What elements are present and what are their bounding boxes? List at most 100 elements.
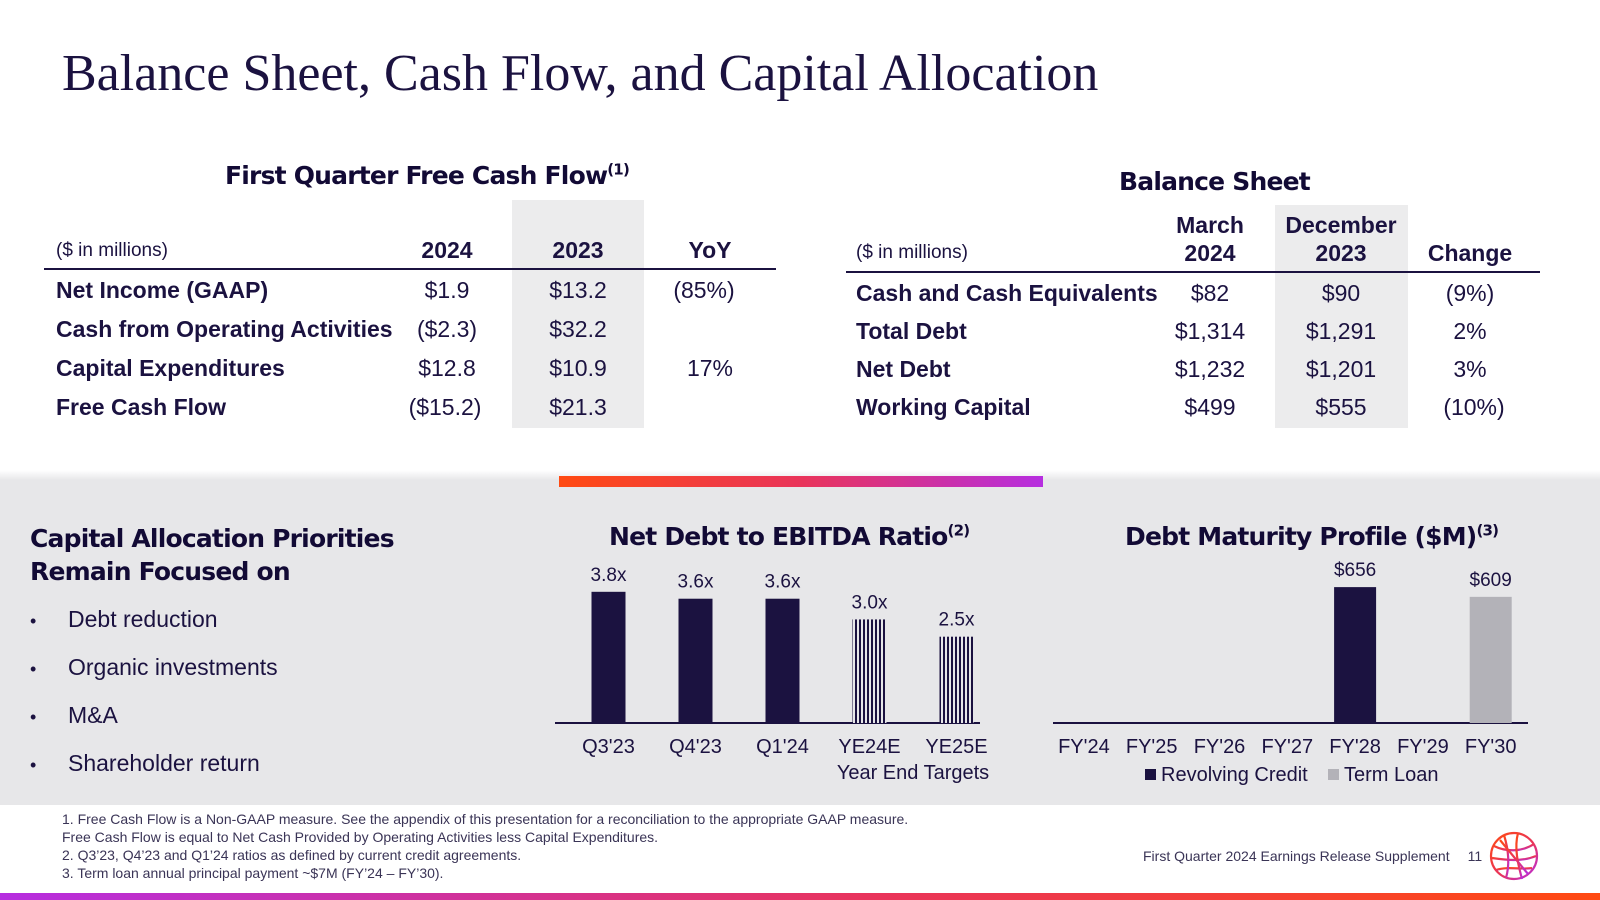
balance-row-label: Net Debt bbox=[856, 356, 951, 382]
maturity-chart-title: Debt Maturity Profile ($M)(3) bbox=[1125, 522, 1499, 551]
fcf-cell: $1.9 bbox=[424, 277, 470, 303]
accent-bar bbox=[559, 476, 1043, 487]
maturity-tick-label: FY'27 bbox=[1261, 736, 1313, 758]
balance-cell: $499 bbox=[1184, 394, 1236, 420]
balance-row-label: Cash and Cash Equivalents bbox=[856, 280, 1158, 306]
bottom-panel bbox=[0, 480, 1600, 805]
priority-item: • Debt reduction bbox=[30, 606, 218, 633]
page-title: Balance Sheet, Cash Flow, and Capital Al… bbox=[62, 45, 1099, 102]
ratio-data-label: 3.0x bbox=[852, 592, 888, 613]
fcf-cell: ($15.2) bbox=[408, 394, 482, 420]
priority-text: M&A bbox=[68, 702, 118, 728]
priority-text: Organic investments bbox=[68, 654, 278, 680]
fcf-col-yoy: YoY bbox=[688, 237, 732, 263]
bullet-glyph: • bbox=[30, 611, 37, 631]
footer: First Quarter 2024 Earnings Release Supp… bbox=[1143, 848, 1482, 864]
ratio-data-label: 3.8x bbox=[591, 565, 627, 586]
ratio-chart-title-text: Net Debt to EBITDA Ratio bbox=[609, 522, 948, 551]
ratio-tick-label: YE24E bbox=[838, 736, 900, 758]
balance-cell: $1,314 bbox=[1174, 318, 1246, 344]
priority-item: • Shareholder return bbox=[30, 750, 260, 777]
ratio-bar bbox=[678, 598, 713, 723]
balance-row-label: Total Debt bbox=[856, 318, 967, 344]
fcf-cell: $21.3 bbox=[549, 394, 607, 420]
maturity-tick-label: FY'28 bbox=[1329, 736, 1381, 758]
balance-row-label: Working Capital bbox=[856, 394, 1031, 420]
balance-cell: 3% bbox=[1453, 356, 1487, 382]
maturity-tick-label: FY'24 bbox=[1058, 736, 1110, 758]
fcf-cell: ($2.3) bbox=[416, 316, 478, 342]
ratio-data-label: 3.6x bbox=[678, 572, 714, 593]
balance-cell: $1,291 bbox=[1305, 318, 1377, 344]
legend-label: Term Loan bbox=[1344, 764, 1439, 786]
footnote: Free Cash Flow is equal to Net Cash Prov… bbox=[62, 829, 659, 845]
fcf-col-2024: 2024 bbox=[421, 237, 473, 263]
priority-item: • Organic investments bbox=[30, 654, 278, 681]
balance-col-december-line2: 2023 bbox=[1315, 240, 1367, 266]
fcf-heading-footnote: (1) bbox=[607, 160, 630, 179]
maturity-tick-label: FY'26 bbox=[1194, 736, 1246, 758]
balance-cell: $1,232 bbox=[1174, 356, 1246, 382]
priority-text: Debt reduction bbox=[68, 606, 218, 632]
balance-dec-shade bbox=[1275, 205, 1408, 428]
balance-col-december: December 2023 bbox=[1281, 211, 1401, 267]
ratio-chart-title-footnote: (2) bbox=[947, 521, 971, 540]
legend-swatch bbox=[1145, 769, 1156, 780]
balance-cell: (9%) bbox=[1445, 280, 1495, 306]
balance-col-march-line2: 2024 bbox=[1184, 240, 1236, 266]
footnote: 1. Free Cash Flow is a Non-GAAP measure.… bbox=[62, 811, 909, 827]
ratio-tick-label: Q4'23 bbox=[669, 736, 722, 758]
balance-cell: $555 bbox=[1315, 394, 1367, 420]
balance-col-change: Change bbox=[1410, 211, 1530, 267]
footnote: 3. Term loan annual principal payment ~$… bbox=[62, 865, 444, 881]
ratio-bar bbox=[852, 619, 887, 723]
maturity-data-label: $656 bbox=[1334, 560, 1376, 581]
fcf-cell: 17% bbox=[686, 355, 734, 381]
fcf-cell: $10.9 bbox=[549, 355, 607, 381]
bullet-glyph: • bbox=[30, 659, 37, 679]
fcf-heading: First Quarter Free Cash Flow(1) bbox=[225, 160, 630, 190]
balance-cell: 2% bbox=[1453, 318, 1487, 344]
ratio-data-label: 2.5x bbox=[939, 610, 975, 631]
balance-cell: $90 bbox=[1321, 280, 1361, 306]
maturity-tick-label: FY'25 bbox=[1126, 736, 1178, 758]
band-shadow bbox=[0, 470, 1600, 480]
brand-logo-icon bbox=[1489, 831, 1539, 881]
fcf-cell: $13.2 bbox=[549, 277, 607, 303]
fcf-col-2023: 2023 bbox=[552, 237, 604, 263]
maturity-bar bbox=[1469, 596, 1512, 723]
maturity-data-label: $609 bbox=[1470, 570, 1512, 591]
balance-header-rule bbox=[846, 271, 1540, 273]
bullet-glyph: • bbox=[30, 755, 37, 775]
balance-cell: $82 bbox=[1190, 280, 1230, 306]
fcf-2023-shade bbox=[512, 200, 644, 428]
page-number: 11 bbox=[1467, 848, 1483, 864]
ratio-group-label: Year End Targets bbox=[837, 762, 989, 784]
priority-text: Shareholder return bbox=[68, 750, 260, 776]
bullet-glyph: • bbox=[30, 707, 37, 727]
ratio-bar bbox=[591, 591, 626, 723]
fcf-row-label: Net Income (GAAP) bbox=[56, 277, 269, 303]
maturity-chart-title-text: Debt Maturity Profile ($M) bbox=[1125, 522, 1477, 551]
ratio-chart-title: Net Debt to EBITDA Ratio(2) bbox=[609, 521, 971, 551]
balance-col-march-line1: March bbox=[1176, 212, 1244, 238]
net-debt-ebitda-chart: 3.8x Q3'23 3.6x Q4'23 3.6x Q1'24 3.0x YE24E 2.5x… bbox=[555, 565, 989, 784]
legend-swatch bbox=[1328, 769, 1339, 780]
balance-col-march: March 2024 bbox=[1150, 211, 1270, 267]
balance-units: ($ in millions) bbox=[856, 242, 968, 263]
maturity-tick-label: FY'30 bbox=[1465, 736, 1517, 758]
ratio-bar bbox=[765, 598, 800, 723]
balance-cell: (10%) bbox=[1443, 394, 1505, 420]
debt-maturity-chart: FY'24 FY'25 FY'26 FY'27 $656 FY'28 FY'29 $609 FY… bbox=[1053, 560, 1528, 786]
footnote: 2. Q3’23, Q4’23 and Q1’24 ratios as defi… bbox=[62, 847, 522, 863]
fcf-row-label: Free Cash Flow bbox=[56, 394, 226, 420]
fcf-row-label: Capital Expenditures bbox=[56, 355, 285, 381]
ratio-data-label: 3.6x bbox=[765, 572, 801, 593]
balance-cell: $1,201 bbox=[1305, 356, 1377, 382]
footnotes: 1. Free Cash Flow is a Non-GAAP measure.… bbox=[62, 810, 908, 882]
ratio-tick-label: Q1'24 bbox=[756, 736, 809, 758]
balance-heading: Balance Sheet bbox=[1119, 167, 1311, 196]
fcf-row-label: Cash from Operating Activities bbox=[56, 316, 393, 342]
priorities-heading: Capital Allocation Priorities Remain Foc… bbox=[30, 524, 395, 586]
ratio-tick-label: Q3'23 bbox=[582, 736, 635, 758]
